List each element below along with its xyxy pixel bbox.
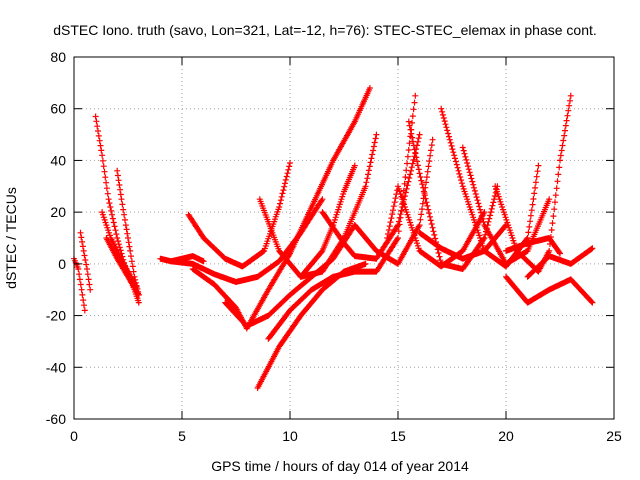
series-arc8: [185, 160, 293, 270]
series-markers: [77, 229, 94, 293]
series-arc26: [503, 235, 563, 257]
series-arc6: [103, 235, 142, 298]
series-arc19: [405, 118, 501, 272]
series-markers: [503, 273, 596, 306]
series-markers: [319, 131, 423, 262]
series-markers: [503, 235, 563, 257]
x-tick-label: 25: [606, 428, 622, 444]
series-arc25: [524, 245, 596, 280]
series-markers: [405, 118, 501, 272]
y-tick-label: 20: [50, 204, 66, 220]
series-arc9: [168, 196, 326, 285]
x-tick-label: 5: [178, 428, 186, 444]
y-tick-label: 40: [50, 152, 66, 168]
y-tick-label: 60: [50, 101, 66, 117]
x-axis-title: GPS time / hours of day 014 of year 2014: [211, 458, 469, 474]
axis-ticks: [73, 56, 615, 420]
plot-frame: [73, 56, 615, 420]
x-tick-label: 20: [498, 428, 514, 444]
data-series: [71, 85, 596, 391]
series-arc5: [114, 167, 142, 298]
y-axis-title: dSTEC / TECUs: [3, 187, 19, 289]
series-markers: [168, 196, 326, 285]
series-markers: [524, 245, 596, 280]
x-tick-label: 15: [390, 428, 406, 444]
y-tick-label: -20: [46, 308, 66, 324]
y-tick-label: -60: [46, 411, 66, 427]
x-tick-label: 10: [282, 428, 298, 444]
series-arc16: [319, 131, 423, 262]
series-arc23: [416, 222, 509, 262]
x-tick-label: 0: [70, 428, 78, 444]
series-markers: [185, 160, 293, 270]
series-markers: [416, 222, 509, 262]
y-tick-label: 80: [50, 49, 66, 65]
series-markers: [114, 167, 142, 298]
series-arc24: [503, 273, 596, 306]
tick-labels: 0 5 10 15 20 25 -60 -40 -20 0 20 40 60 80: [46, 49, 622, 444]
series-arc12: [256, 131, 380, 280]
series-markers: [189, 85, 373, 332]
series-markers: [103, 235, 142, 298]
series-arc2: [77, 229, 94, 293]
series-arc10: [189, 85, 373, 332]
series-markers: [256, 131, 380, 280]
chart-title: dSTEC Iono. truth (savo, Lon=321, Lat=-1…: [53, 22, 597, 38]
y-tick-label: 0: [58, 256, 66, 272]
y-tick-label: -40: [46, 359, 66, 375]
